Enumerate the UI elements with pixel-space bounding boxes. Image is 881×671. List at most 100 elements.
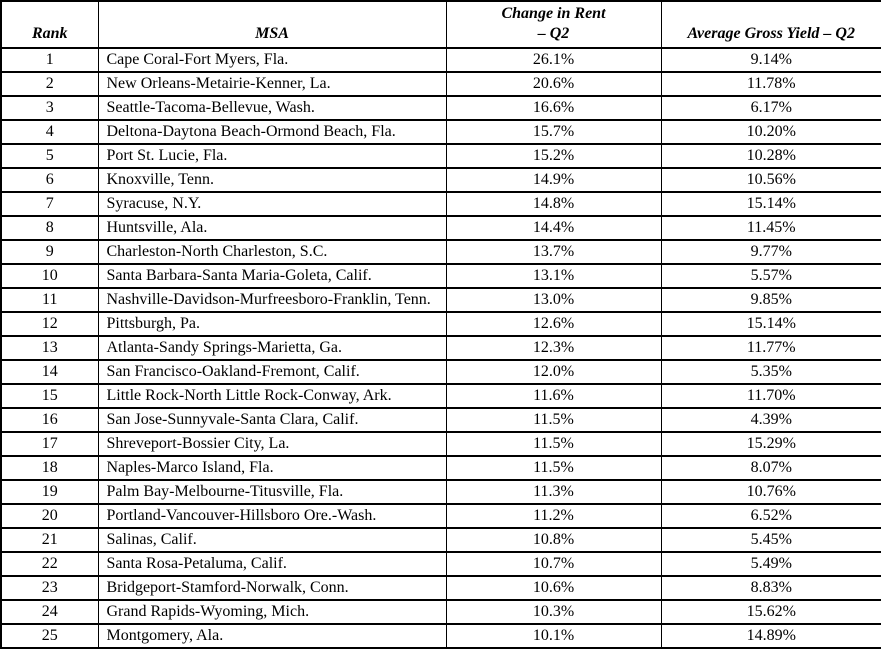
cell-rank: 6 xyxy=(0,167,99,193)
msa-rent-yield-table: Rank MSA Change in Rent – Q2 Average Gro… xyxy=(0,0,881,649)
cell-rank: 7 xyxy=(0,191,99,217)
cell-msa: Shreveport-Bossier City, La. xyxy=(97,431,447,457)
table-row: 8 Huntsville, Ala. 14.4% 11.45% xyxy=(0,215,881,241)
table-header: Rank MSA Change in Rent – Q2 Average Gro… xyxy=(0,0,881,49)
cell-msa: Syracuse, N.Y. xyxy=(97,191,447,217)
cell-yield: 5.35% xyxy=(660,359,881,385)
cell-msa: San Francisco-Oakland-Fremont, Calif. xyxy=(97,359,447,385)
cell-change: 26.1% xyxy=(445,47,662,73)
cell-yield: 9.85% xyxy=(660,287,881,313)
cell-msa: Huntsville, Ala. xyxy=(97,215,447,241)
table-row: 14 San Francisco-Oakland-Fremont, Calif.… xyxy=(0,359,881,385)
table-row: 4 Deltona-Daytona Beach-Ormond Beach, Fl… xyxy=(0,119,881,145)
cell-rank: 10 xyxy=(0,263,99,289)
cell-yield: 10.76% xyxy=(660,479,881,505)
cell-change: 10.8% xyxy=(445,527,662,553)
cell-rank: 9 xyxy=(0,239,99,265)
cell-msa: Bridgeport-Stamford-Norwalk, Conn. xyxy=(97,575,447,601)
table-row: 18 Naples-Marco Island, Fla. 11.5% 8.07% xyxy=(0,455,881,481)
cell-msa: Knoxville, Tenn. xyxy=(97,167,447,193)
cell-msa: Palm Bay-Melbourne-Titusville, Fla. xyxy=(97,479,447,505)
cell-change: 16.6% xyxy=(445,95,662,121)
table-row: 5 Port St. Lucie, Fla. 15.2% 10.28% xyxy=(0,143,881,169)
header-msa: MSA xyxy=(97,0,447,49)
cell-yield: 4.39% xyxy=(660,407,881,433)
table-row: 21 Salinas, Calif. 10.8% 5.45% xyxy=(0,527,881,553)
cell-yield: 6.52% xyxy=(660,503,881,529)
cell-rank: 22 xyxy=(0,551,99,577)
cell-change: 11.5% xyxy=(445,431,662,457)
cell-rank: 4 xyxy=(0,119,99,145)
cell-msa: Grand Rapids-Wyoming, Mich. xyxy=(97,599,447,625)
header-row: Rank MSA Change in Rent – Q2 Average Gro… xyxy=(0,0,881,49)
cell-yield: 15.14% xyxy=(660,191,881,217)
cell-change: 11.2% xyxy=(445,503,662,529)
cell-yield: 11.45% xyxy=(660,215,881,241)
cell-change: 14.4% xyxy=(445,215,662,241)
table-row: 2 New Orleans-Metairie-Kenner, La. 20.6%… xyxy=(0,71,881,97)
cell-rank: 20 xyxy=(0,503,99,529)
table-row: 17 Shreveport-Bossier City, La. 11.5% 15… xyxy=(0,431,881,457)
table-row: 1 Cape Coral-Fort Myers, Fla. 26.1% 9.14… xyxy=(0,47,881,73)
cell-rank: 2 xyxy=(0,71,99,97)
cell-msa: Port St. Lucie, Fla. xyxy=(97,143,447,169)
cell-rank: 24 xyxy=(0,599,99,625)
table-row: 25 Montgomery, Ala. 10.1% 14.89% xyxy=(0,623,881,649)
header-rank: Rank xyxy=(0,0,99,49)
cell-msa: Santa Barbara-Santa Maria-Goleta, Calif. xyxy=(97,263,447,289)
cell-rank: 19 xyxy=(0,479,99,505)
cell-msa: Little Rock-North Little Rock-Conway, Ar… xyxy=(97,383,447,409)
cell-msa: Naples-Marco Island, Fla. xyxy=(97,455,447,481)
cell-change: 10.6% xyxy=(445,575,662,601)
table-row: 7 Syracuse, N.Y. 14.8% 15.14% xyxy=(0,191,881,217)
table-row: 19 Palm Bay-Melbourne-Titusville, Fla. 1… xyxy=(0,479,881,505)
cell-rank: 25 xyxy=(0,623,99,649)
cell-yield: 5.57% xyxy=(660,263,881,289)
cell-msa: San Jose-Sunnyvale-Santa Clara, Calif. xyxy=(97,407,447,433)
cell-rank: 8 xyxy=(0,215,99,241)
cell-yield: 5.45% xyxy=(660,527,881,553)
table-row: 9 Charleston-North Charleston, S.C. 13.7… xyxy=(0,239,881,265)
cell-yield: 9.77% xyxy=(660,239,881,265)
cell-yield: 9.14% xyxy=(660,47,881,73)
cell-rank: 11 xyxy=(0,287,99,313)
table-row: 13 Atlanta-Sandy Springs-Marietta, Ga. 1… xyxy=(0,335,881,361)
table-row: 12 Pittsburgh, Pa. 12.6% 15.14% xyxy=(0,311,881,337)
cell-change: 12.3% xyxy=(445,335,662,361)
cell-change: 11.5% xyxy=(445,455,662,481)
cell-rank: 14 xyxy=(0,359,99,385)
table-row: 24 Grand Rapids-Wyoming, Mich. 10.3% 15.… xyxy=(0,599,881,625)
cell-yield: 10.28% xyxy=(660,143,881,169)
cell-msa: Deltona-Daytona Beach-Ormond Beach, Fla. xyxy=(97,119,447,145)
cell-msa: Charleston-North Charleston, S.C. xyxy=(97,239,447,265)
cell-change: 15.7% xyxy=(445,119,662,145)
cell-change: 13.7% xyxy=(445,239,662,265)
cell-change: 14.8% xyxy=(445,191,662,217)
cell-yield: 8.83% xyxy=(660,575,881,601)
cell-yield: 5.49% xyxy=(660,551,881,577)
cell-msa: Nashville-Davidson-Murfreesboro-Franklin… xyxy=(97,287,447,313)
cell-change: 10.7% xyxy=(445,551,662,577)
cell-yield: 11.70% xyxy=(660,383,881,409)
cell-change: 15.2% xyxy=(445,143,662,169)
table-row: 15 Little Rock-North Little Rock-Conway,… xyxy=(0,383,881,409)
cell-msa: Montgomery, Ala. xyxy=(97,623,447,649)
header-average-gross-yield: Average Gross Yield – Q2 xyxy=(660,0,881,49)
cell-msa: Salinas, Calif. xyxy=(97,527,447,553)
cell-msa: Santa Rosa-Petaluma, Calif. xyxy=(97,551,447,577)
cell-yield: 6.17% xyxy=(660,95,881,121)
cell-rank: 5 xyxy=(0,143,99,169)
cell-rank: 18 xyxy=(0,455,99,481)
cell-yield: 11.78% xyxy=(660,71,881,97)
cell-yield: 15.14% xyxy=(660,311,881,337)
cell-rank: 17 xyxy=(0,431,99,457)
cell-change: 14.9% xyxy=(445,167,662,193)
cell-msa: New Orleans-Metairie-Kenner, La. xyxy=(97,71,447,97)
cell-rank: 16 xyxy=(0,407,99,433)
cell-rank: 1 xyxy=(0,47,99,73)
cell-yield: 14.89% xyxy=(660,623,881,649)
cell-change: 12.6% xyxy=(445,311,662,337)
header-change-in-rent: Change in Rent – Q2 xyxy=(445,0,662,49)
cell-rank: 21 xyxy=(0,527,99,553)
cell-change: 13.0% xyxy=(445,287,662,313)
